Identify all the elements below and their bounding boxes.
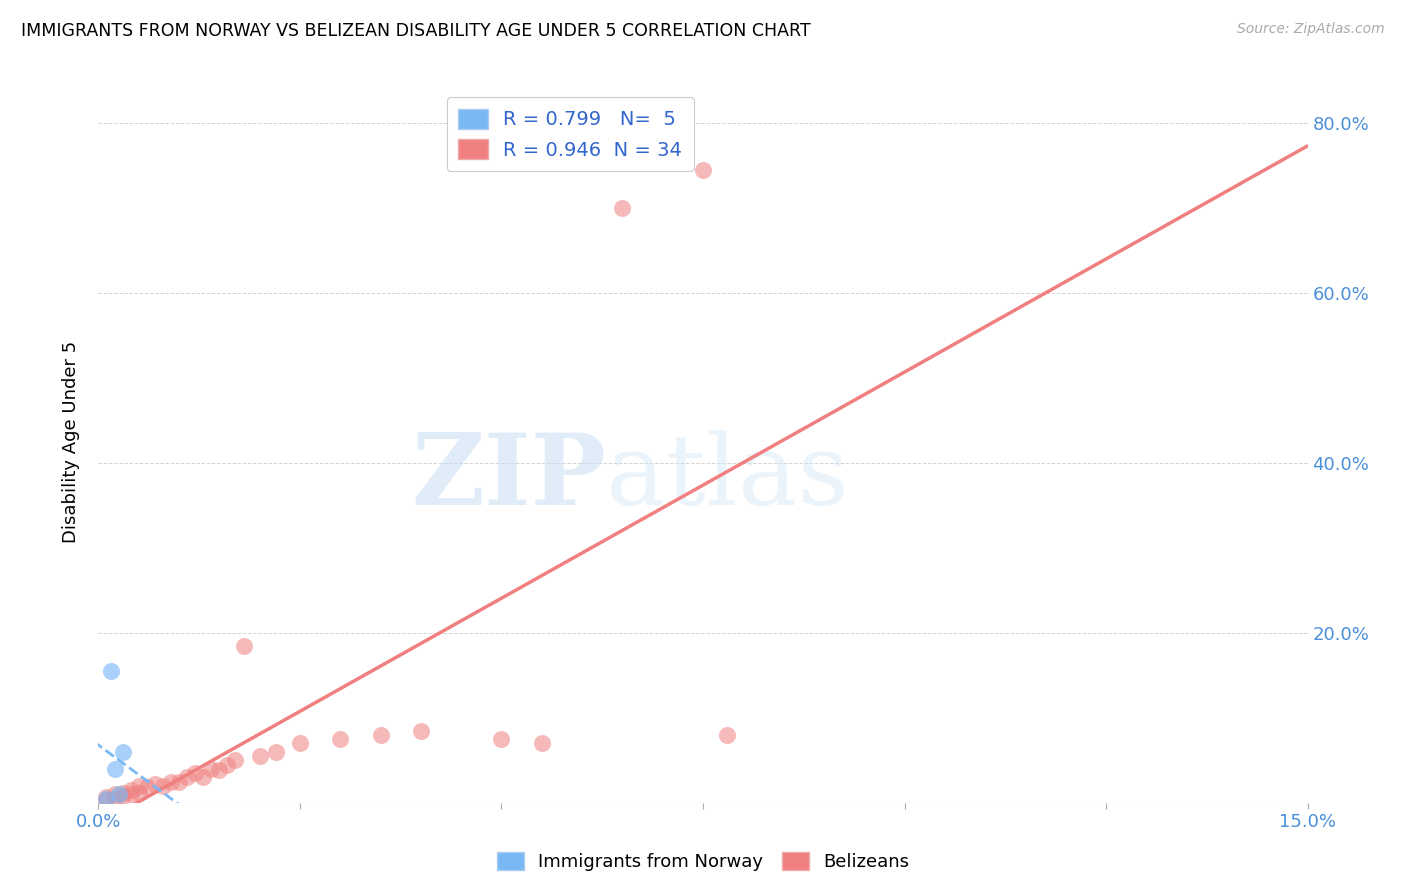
Point: [224, 753, 246, 767]
Point: [107, 787, 129, 801]
Legend: R = 0.799   N=  5, R = 0.946  N = 34: R = 0.799 N= 5, R = 0.946 N = 34: [447, 97, 693, 171]
Point: [120, 787, 142, 801]
Point: [111, 789, 134, 803]
Point: [530, 736, 553, 750]
Point: [491, 732, 513, 747]
Point: [111, 786, 134, 800]
Point: [193, 770, 215, 784]
Text: Source: ZipAtlas.com: Source: ZipAtlas.com: [1237, 22, 1385, 37]
Point: [184, 766, 207, 780]
Point: [217, 757, 239, 772]
Legend: Immigrants from Norway, Belizeans: Immigrants from Norway, Belizeans: [489, 846, 917, 879]
Point: [208, 764, 231, 778]
Point: [167, 774, 190, 789]
Point: [128, 779, 150, 793]
Point: [120, 783, 142, 797]
Point: [96, 793, 118, 807]
Text: atlas: atlas: [606, 430, 849, 525]
Point: [152, 779, 174, 793]
Point: [128, 786, 150, 800]
Text: ZIP: ZIP: [412, 429, 606, 526]
Point: [716, 728, 738, 742]
Point: [200, 762, 222, 776]
Point: [409, 723, 432, 738]
Point: [249, 749, 271, 764]
Point: [103, 787, 125, 801]
Point: [232, 639, 254, 653]
Point: [143, 777, 166, 791]
Point: [100, 664, 122, 678]
Point: [176, 770, 198, 784]
Text: IMMIGRANTS FROM NORWAY VS BELIZEAN DISABILITY AGE UNDER 5 CORRELATION CHART: IMMIGRANTS FROM NORWAY VS BELIZEAN DISAB…: [21, 22, 811, 40]
Point: [160, 774, 183, 789]
Point: [264, 745, 287, 759]
Point: [103, 762, 125, 776]
Y-axis label: Disability Age Under 5: Disability Age Under 5: [62, 341, 80, 542]
Point: [370, 728, 392, 742]
Point: [135, 780, 157, 795]
Point: [329, 732, 352, 747]
Point: [111, 745, 134, 759]
Point: [96, 791, 118, 805]
Point: [612, 201, 634, 215]
Point: [103, 791, 125, 805]
Point: [96, 789, 118, 804]
Point: [288, 736, 311, 750]
Point: [692, 162, 714, 177]
